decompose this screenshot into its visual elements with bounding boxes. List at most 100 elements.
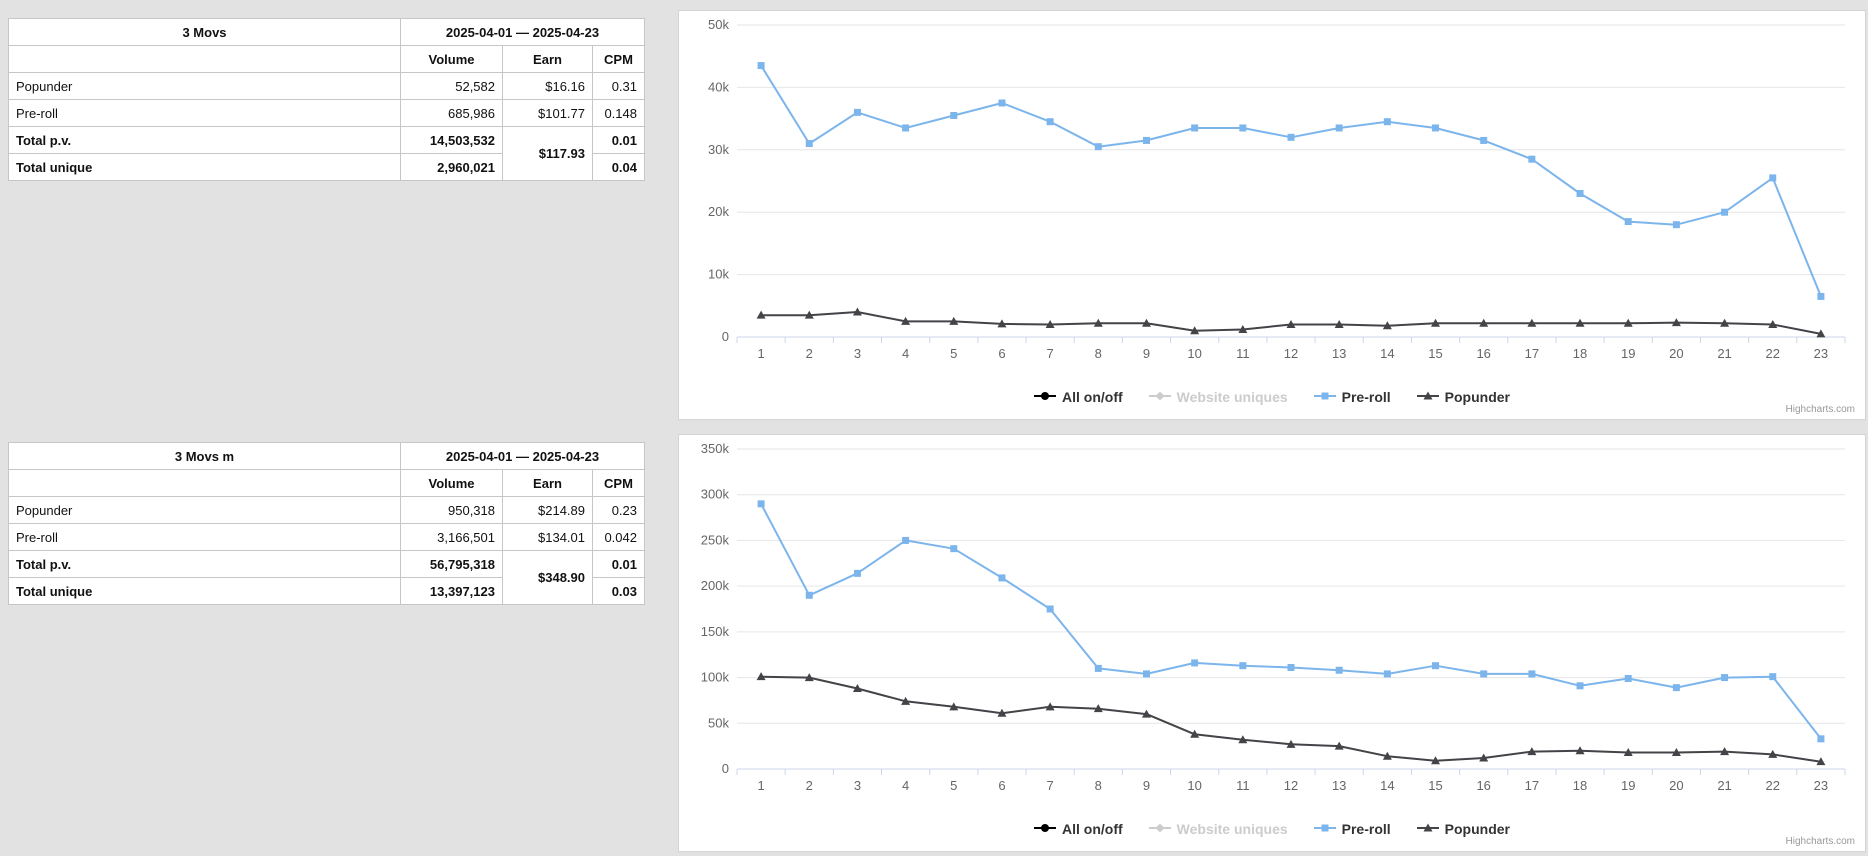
- svg-text:150k: 150k: [701, 624, 730, 639]
- svg-text:10: 10: [1187, 346, 1201, 361]
- svg-text:12: 12: [1284, 346, 1298, 361]
- row-label: Total p.v.: [8, 550, 401, 578]
- svg-text:18: 18: [1573, 346, 1587, 361]
- total-earn-value: $117.93: [502, 126, 593, 181]
- svg-text:200k: 200k: [701, 578, 730, 593]
- table-title: 3 Movs: [8, 18, 401, 46]
- table-title-row: 3 Movs m 2025-04-01 — 2025-04-23: [8, 442, 645, 470]
- svg-text:4: 4: [902, 778, 909, 793]
- date-range: 2025-04-01 — 2025-04-23: [400, 442, 645, 470]
- svg-text:9: 9: [1143, 346, 1150, 361]
- row-label: Pre-roll: [8, 523, 401, 551]
- legend-item-popunder[interactable]: Popunder: [1416, 821, 1510, 837]
- svg-text:1: 1: [757, 346, 764, 361]
- cpm-value: 0.148: [592, 99, 645, 127]
- svg-text:14: 14: [1380, 778, 1394, 793]
- svg-text:12: 12: [1284, 778, 1298, 793]
- column-header-earn: Earn: [502, 45, 593, 73]
- svg-text:14: 14: [1380, 346, 1394, 361]
- cpm-value: 0.04: [592, 153, 645, 181]
- stats-table-monthly: 3 Movs m 2025-04-01 — 2025-04-23 Volume …: [8, 442, 645, 605]
- svg-text:13: 13: [1332, 346, 1346, 361]
- legend-item-all-on-off[interactable]: All on/off: [1034, 389, 1123, 405]
- legend-item-pre-roll[interactable]: Pre-roll: [1313, 389, 1391, 405]
- legend-item-label: All on/off: [1062, 389, 1123, 405]
- svg-text:23: 23: [1814, 346, 1828, 361]
- column-header-cpm: CPM: [592, 45, 645, 73]
- svg-text:30k: 30k: [708, 142, 729, 157]
- svg-text:19: 19: [1621, 346, 1635, 361]
- cpm-value: 0.31: [592, 72, 645, 100]
- svg-text:11: 11: [1236, 778, 1250, 793]
- total-pv-row: Total p.v. 14,503,532 $117.93 0.01: [8, 126, 645, 181]
- row-label: Total unique: [8, 153, 401, 181]
- volume-value: 2,960,021: [400, 153, 503, 181]
- cpm-value: 0.01: [592, 550, 645, 578]
- svg-text:23: 23: [1814, 778, 1828, 793]
- svg-text:50k: 50k: [708, 715, 729, 730]
- svg-text:15: 15: [1428, 778, 1442, 793]
- cpm-value: 0.042: [592, 523, 645, 551]
- svg-text:22: 22: [1766, 346, 1780, 361]
- empty-header-cell: [8, 45, 401, 73]
- highcharts-credits-link[interactable]: Highcharts.com: [1785, 836, 1855, 847]
- svg-text:9: 9: [1143, 778, 1150, 793]
- volume-value: 3,166,501: [400, 523, 503, 551]
- total-pv-row: Total p.v. 56,795,318 $348.90 0.01: [8, 550, 645, 605]
- svg-text:17: 17: [1525, 346, 1539, 361]
- svg-text:17: 17: [1525, 778, 1539, 793]
- svg-text:10: 10: [1187, 778, 1201, 793]
- table-row: Pre-roll 685,986 $101.77 0.148: [8, 99, 645, 127]
- volume-value: 14,503,532: [400, 126, 503, 154]
- legend-item-label: All on/off: [1062, 821, 1123, 837]
- table-row: Popunder 950,318 $214.89 0.23: [8, 496, 645, 524]
- earn-value: $16.16: [502, 72, 593, 100]
- diamond-marker-icon: [1148, 389, 1171, 405]
- legend-item-label: Website uniques: [1176, 389, 1288, 405]
- chart-legend: All on/off Website uniques Pre-roll Popunde…: [679, 389, 1865, 405]
- svg-text:18: 18: [1573, 778, 1587, 793]
- legend-item-label: Pre-roll: [1341, 389, 1391, 405]
- total-unique-row: Total unique 2,960,021 0.04: [8, 153, 645, 181]
- column-header-earn: Earn: [502, 469, 593, 497]
- table-title: 3 Movs m: [8, 442, 401, 470]
- legend-item-pre-roll[interactable]: Pre-roll: [1313, 821, 1391, 837]
- svg-text:4: 4: [902, 346, 909, 361]
- empty-header-cell: [8, 469, 401, 497]
- svg-text:16: 16: [1476, 346, 1490, 361]
- square-marker-icon: [1313, 389, 1336, 405]
- legend-item-label: Pre-roll: [1341, 821, 1391, 837]
- svg-text:3: 3: [854, 778, 861, 793]
- svg-text:3: 3: [854, 346, 861, 361]
- chart-panel-daily: 0 10k 20k 30k 40k 50k 1 2 3 4 5 6 7 8 9 10 11 12 13 14 15 16 1…: [678, 10, 1866, 420]
- cpm-value: 0.01: [592, 126, 645, 154]
- svg-text:22: 22: [1766, 778, 1780, 793]
- line-chart: 0 10k 20k 30k 40k 50k 1 2 3 4 5 6 7 8 9 10 11 12 13 14 15 16 1…: [679, 11, 1865, 367]
- table-title-row: 3 Movs 2025-04-01 — 2025-04-23: [8, 18, 645, 46]
- svg-text:1: 1: [757, 778, 764, 793]
- volume-value: 950,318: [400, 496, 503, 524]
- row-label: Popunder: [8, 72, 401, 100]
- chart-legend: All on/off Website uniques Pre-roll Popunde…: [679, 821, 1865, 837]
- circle-marker-icon: [1034, 389, 1056, 405]
- svg-text:15: 15: [1428, 346, 1442, 361]
- svg-text:350k: 350k: [701, 441, 730, 456]
- svg-text:100k: 100k: [701, 670, 730, 685]
- cpm-value: 0.23: [592, 496, 645, 524]
- legend-item-website-uniques[interactable]: Website uniques: [1148, 389, 1288, 405]
- highcharts-credits-link[interactable]: Highcharts.com: [1785, 404, 1855, 415]
- row-label: Popunder: [8, 496, 401, 524]
- cpm-value: 0.03: [592, 577, 645, 605]
- legend-item-all-on-off[interactable]: All on/off: [1034, 821, 1123, 837]
- svg-text:10k: 10k: [708, 267, 729, 282]
- table-header-row: Volume Earn CPM: [8, 45, 645, 73]
- legend-item-website-uniques[interactable]: Website uniques: [1148, 821, 1288, 837]
- svg-text:20: 20: [1669, 778, 1683, 793]
- svg-text:2: 2: [806, 346, 813, 361]
- svg-text:250k: 250k: [701, 532, 730, 547]
- svg-text:0: 0: [722, 761, 729, 776]
- volume-value: 52,582: [400, 72, 503, 100]
- triangle-marker-icon: [1416, 821, 1439, 837]
- chart-panel-monthly: 0 50k 100k 150k 200k 250k 300k 350k 1 2 3 4 5 6 7 8 9 10 1…: [678, 434, 1866, 852]
- legend-item-popunder[interactable]: Popunder: [1416, 389, 1510, 405]
